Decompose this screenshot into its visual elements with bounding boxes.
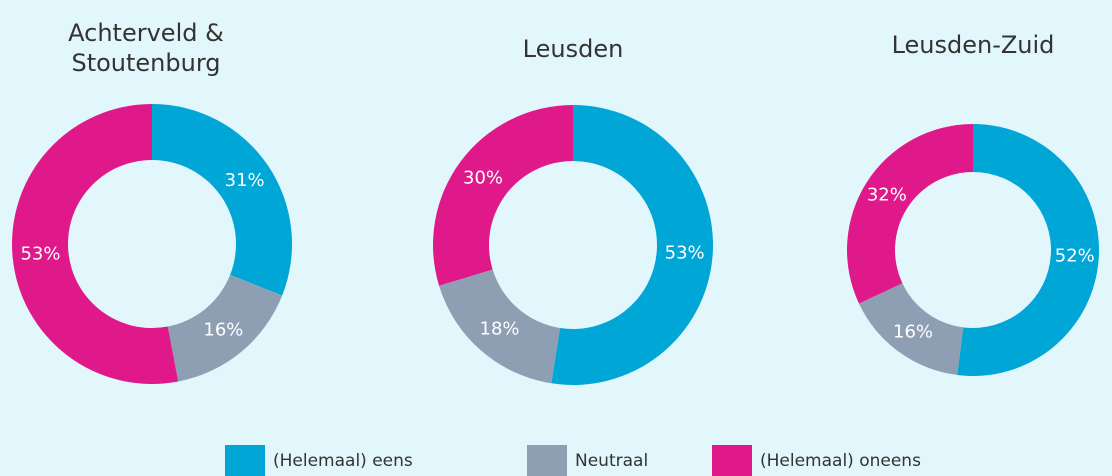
donut-segment bbox=[167, 274, 283, 382]
donut-segment bbox=[858, 283, 964, 376]
data-label: 30% bbox=[463, 167, 503, 188]
donut-segment bbox=[847, 124, 973, 304]
data-label: 31% bbox=[225, 170, 265, 191]
legend-label: (Helemaal) oneens bbox=[760, 451, 921, 471]
legend-label: (Helemaal) eens bbox=[273, 451, 413, 471]
chart-title: Leusden-Zuid bbox=[891, 31, 1055, 59]
legend-label: Neutraal bbox=[575, 451, 649, 471]
legend-swatch bbox=[527, 445, 567, 476]
data-label: 16% bbox=[203, 319, 243, 340]
data-label: 16% bbox=[893, 322, 933, 343]
donut-segment bbox=[551, 105, 713, 385]
legend-item: (Helemaal) eens bbox=[225, 445, 413, 476]
data-label: 18% bbox=[480, 319, 520, 340]
chart-title: Leusden bbox=[522, 35, 624, 63]
legend-item: (Helemaal) oneens bbox=[712, 445, 921, 476]
donut-segment bbox=[11, 104, 179, 384]
data-label: 53% bbox=[665, 243, 705, 264]
donut-segment bbox=[433, 105, 573, 286]
data-label: 32% bbox=[867, 184, 907, 205]
donut-segment bbox=[439, 269, 560, 384]
donut-segment bbox=[957, 124, 1099, 376]
legend-swatch bbox=[225, 445, 265, 476]
legend-swatch bbox=[712, 445, 752, 476]
chart-title: Achterveld & Stoutenburg bbox=[68, 19, 224, 77]
legend-item: Neutraal bbox=[527, 445, 648, 476]
data-label: 52% bbox=[1055, 245, 1095, 266]
donut-segment bbox=[152, 104, 292, 296]
data-label: 53% bbox=[20, 244, 60, 265]
